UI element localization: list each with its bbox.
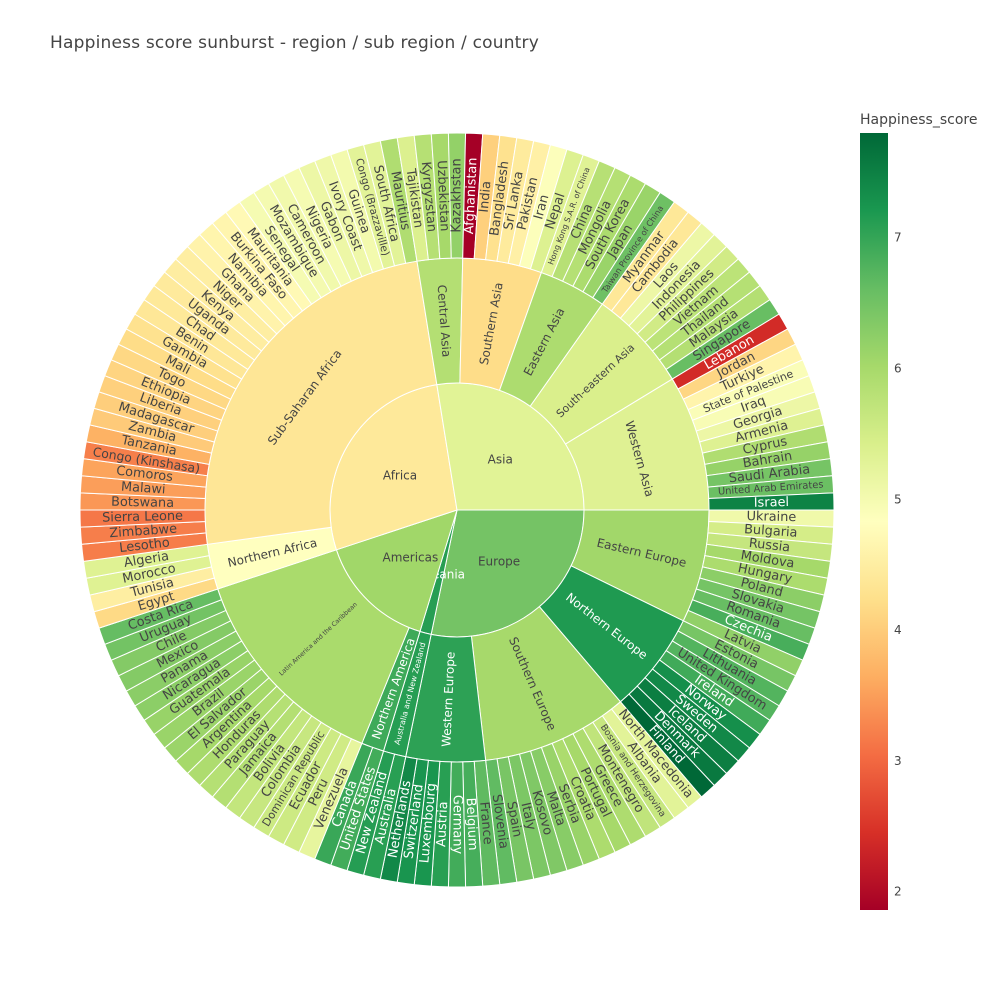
chart-title: Happiness score sunburst - region / sub … xyxy=(50,33,540,53)
sunburst-wedge-israel[interactable] xyxy=(708,492,835,511)
